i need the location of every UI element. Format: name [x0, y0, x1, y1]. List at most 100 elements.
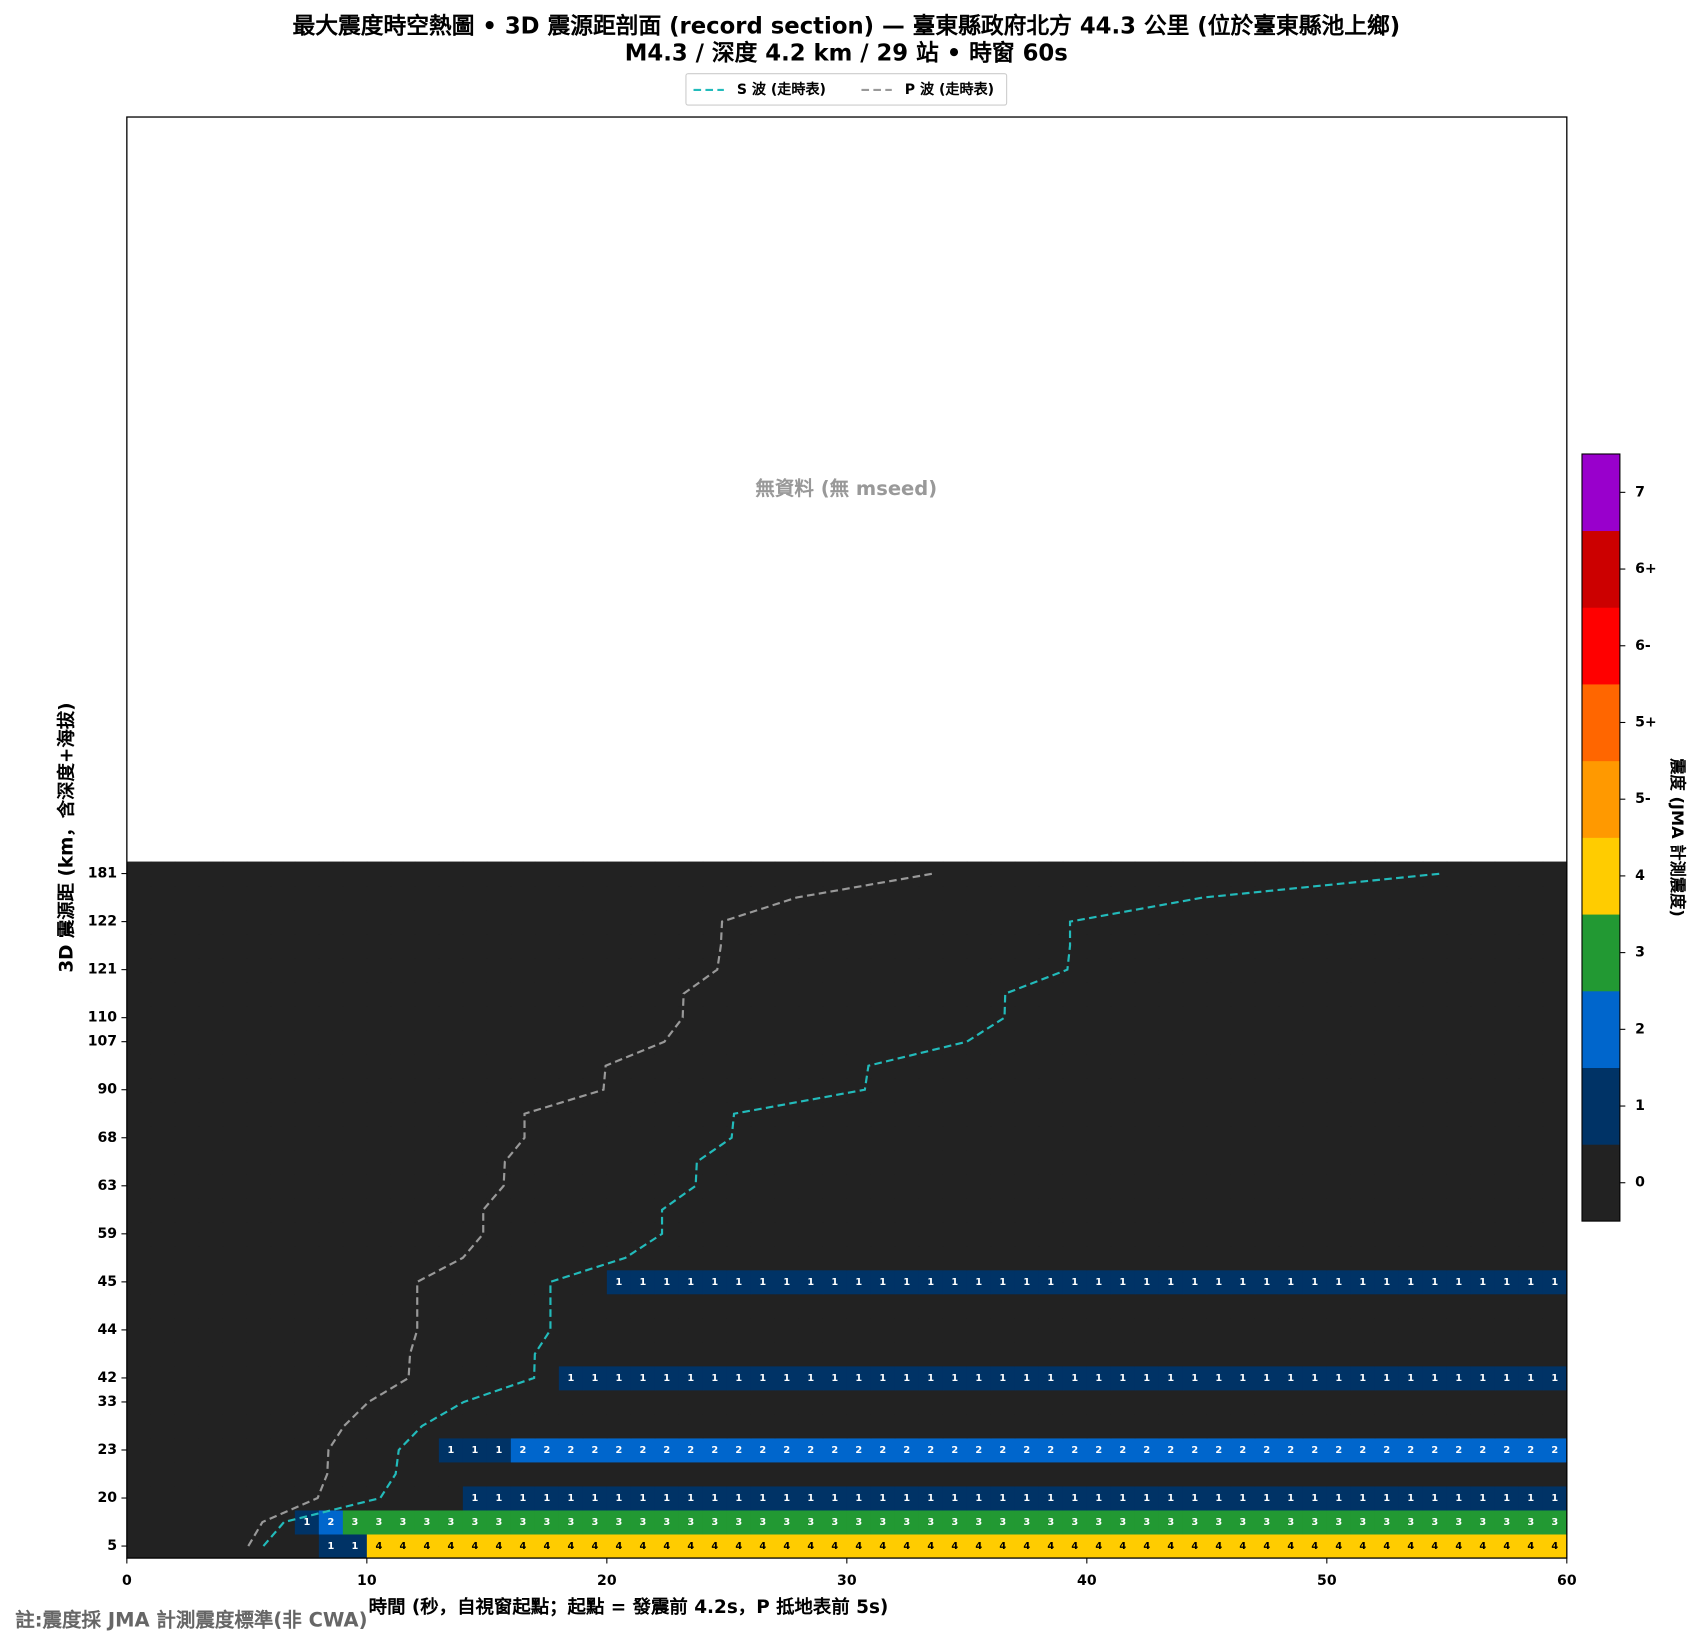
- heat-cell: [270, 1534, 296, 1559]
- heat-cell: [942, 1149, 968, 1175]
- cell-label: 1: [1095, 1373, 1102, 1384]
- heat-cell: [702, 1510, 728, 1535]
- heat-cell: [126, 1029, 152, 1055]
- heat-cell: [1518, 909, 1544, 935]
- heat-cell: [1542, 1125, 1568, 1151]
- cell-label: 3: [687, 1517, 694, 1528]
- heat-cell: [726, 1221, 752, 1247]
- heat-cell: [606, 1437, 632, 1463]
- heat-cell: [1086, 1510, 1112, 1535]
- heat-cell: [1518, 1245, 1544, 1271]
- heat-cell: [222, 1341, 248, 1367]
- heat-cell: [1446, 1293, 1472, 1319]
- heat-cell: [726, 1486, 752, 1511]
- cell-label: 1: [495, 1493, 502, 1504]
- heat-cell: [702, 1197, 728, 1223]
- heat-cell: [366, 1534, 392, 1559]
- heat-cell: [150, 957, 176, 983]
- cell-label: 1: [1407, 1373, 1414, 1384]
- heat-cell: [1230, 1221, 1256, 1247]
- heat-cell: [942, 861, 968, 887]
- heat-cell: [1230, 861, 1256, 887]
- colorbar-segment: [1581, 530, 1620, 608]
- heat-cell: [1422, 1101, 1448, 1127]
- cell-label: 1: [1551, 1493, 1558, 1504]
- heat-cell: [1278, 1365, 1304, 1391]
- heat-cell: [606, 909, 632, 935]
- heat-cell: [198, 885, 224, 911]
- heat-cell: [750, 1269, 776, 1295]
- cell-label: 1: [1311, 1277, 1318, 1288]
- colorbar-segment: [1581, 837, 1620, 915]
- heat-cell: [1062, 1245, 1088, 1271]
- heat-cell: [918, 1389, 944, 1415]
- heat-cell: [918, 1437, 944, 1463]
- heat-cell: [1110, 1269, 1136, 1295]
- heat-cell: [1518, 1317, 1544, 1343]
- heat-cell: [1350, 1221, 1376, 1247]
- heat-cell: [918, 1005, 944, 1031]
- heat-cell: [726, 1149, 752, 1175]
- heat-cell: [1542, 1077, 1568, 1103]
- heat-cell: [918, 1510, 944, 1535]
- heat-cell: [294, 933, 320, 959]
- heat-cell: [318, 1269, 344, 1295]
- heat-cell: [822, 1413, 848, 1439]
- heat-cell: [798, 1510, 824, 1535]
- heat-cell: [822, 909, 848, 935]
- heat-cell: [1446, 861, 1472, 887]
- heat-cell: [1254, 1341, 1280, 1367]
- heat-cell: [1374, 1101, 1400, 1127]
- heat-cell: [1086, 1461, 1112, 1487]
- legend-label: S 波 (走時表): [737, 81, 826, 98]
- heat-cell: [198, 1221, 224, 1247]
- heat-cell: [1230, 1101, 1256, 1127]
- heat-cell: [1326, 1101, 1352, 1127]
- heat-cell: [1446, 1245, 1472, 1271]
- heat-cell: [318, 1125, 344, 1151]
- heat-cell: [1038, 861, 1064, 887]
- heat-cell: [126, 1077, 152, 1103]
- heat-cell: [822, 1341, 848, 1367]
- heat-cell: [366, 1317, 392, 1343]
- heat-cell: [1398, 1389, 1424, 1415]
- heat-cell: [1518, 1389, 1544, 1415]
- cell-label: 1: [831, 1373, 838, 1384]
- heat-cell: [1230, 1317, 1256, 1343]
- heat-cell: [1254, 1053, 1280, 1079]
- heat-cell: [1014, 981, 1040, 1007]
- heat-cell: [1374, 1437, 1400, 1463]
- heat-cell: [582, 1197, 608, 1223]
- heat-cell: [1326, 861, 1352, 887]
- heat-cell: [1206, 1534, 1232, 1559]
- heat-cell: [1014, 1053, 1040, 1079]
- heat-cell: [1422, 885, 1448, 911]
- heat-cell: [222, 1005, 248, 1031]
- heat-cell: [702, 1293, 728, 1319]
- heat-cell: [390, 1149, 416, 1175]
- heat-cell: [510, 1389, 536, 1415]
- heat-cell: [918, 1053, 944, 1079]
- heat-cell: [294, 1341, 320, 1367]
- heat-cell: [1422, 1149, 1448, 1175]
- cell-label: 1: [807, 1277, 814, 1288]
- heat-cell: [702, 1101, 728, 1127]
- heat-cell: [1206, 1389, 1232, 1415]
- heat-cell: [126, 885, 152, 911]
- heat-cell: [894, 1005, 920, 1031]
- heat-cell: [870, 1101, 896, 1127]
- heat-cell: [582, 1341, 608, 1367]
- heat-cell: [1350, 1486, 1376, 1511]
- heat-cell: [1134, 933, 1160, 959]
- cell-label: 2: [1311, 1445, 1318, 1456]
- heat-cell: [510, 981, 536, 1007]
- heat-cell: [1494, 957, 1520, 983]
- heat-cell: [870, 1365, 896, 1391]
- heat-cell: [1134, 1437, 1160, 1463]
- heat-cell: [966, 861, 992, 887]
- heat-cell: [462, 861, 488, 887]
- cell-label: 4: [1359, 1541, 1366, 1552]
- heat-cell: [150, 1053, 176, 1079]
- heat-cell: [1494, 1534, 1520, 1559]
- cell-label: 1: [1023, 1373, 1030, 1384]
